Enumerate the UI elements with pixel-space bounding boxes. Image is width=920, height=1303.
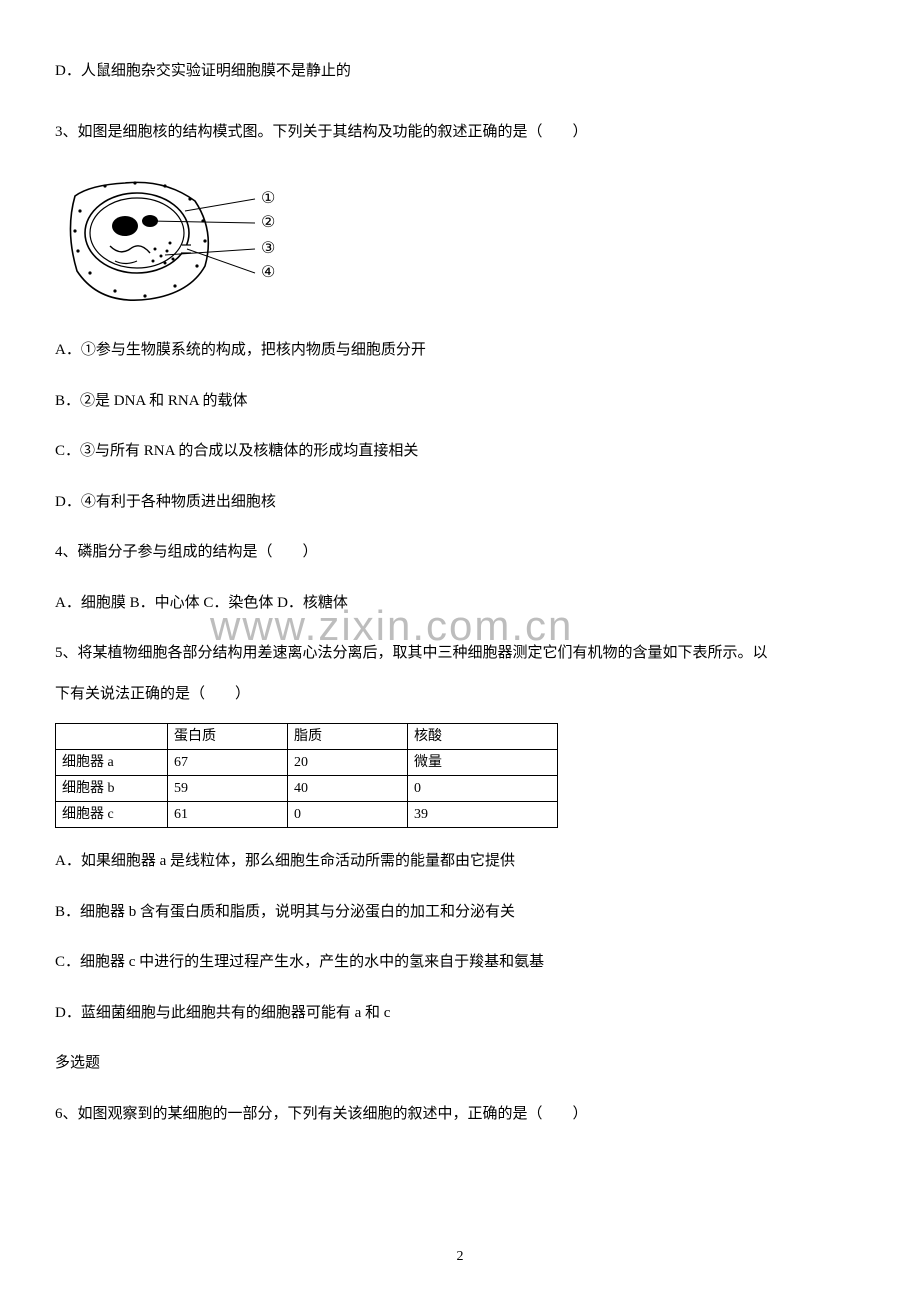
diagram-label-1: ① bbox=[261, 190, 275, 207]
q5-option-b: B．细胞器 b 含有蛋白质和脂质，说明其与分泌蛋白的加工和分泌有关 bbox=[55, 901, 865, 924]
page-number: 2 bbox=[0, 1246, 920, 1267]
q5-option-a: A．如果细胞器 a 是线粒体，那么细胞生命活动所需的能量都由它提供 bbox=[55, 850, 865, 873]
q4-stem: 4、磷脂分子参与组成的结构是（ ） bbox=[55, 541, 865, 564]
diagram-label-3: ③ bbox=[261, 240, 275, 257]
diagram-label-2: ② bbox=[261, 214, 275, 231]
table-cell: 39 bbox=[408, 802, 558, 828]
table-header-cell: 蛋白质 bbox=[168, 724, 288, 750]
q4-options: A．细胞膜 B．中心体 C．染色体 D．核糖体 bbox=[55, 592, 865, 615]
table-cell: 细胞器 a bbox=[56, 750, 168, 776]
table-header-cell bbox=[56, 724, 168, 750]
diagram-label-4: ④ bbox=[261, 264, 275, 281]
table-cell: 20 bbox=[288, 750, 408, 776]
table-cell: 0 bbox=[408, 776, 558, 802]
q2-option-d: D．人鼠细胞杂交实验证明细胞膜不是静止的 bbox=[55, 60, 865, 83]
table-cell: 40 bbox=[288, 776, 408, 802]
table-row: 细胞器 b 59 40 0 bbox=[56, 776, 558, 802]
q5-option-c: C．细胞器 c 中进行的生理过程产生水，产生的水中的氢来自于羧基和氨基 bbox=[55, 951, 865, 974]
table-cell: 67 bbox=[168, 750, 288, 776]
table-cell: 细胞器 c bbox=[56, 802, 168, 828]
table-header-cell: 核酸 bbox=[408, 724, 558, 750]
q5-stem-line1: 5、将某植物细胞各部分结构用差速离心法分离后，取其中三种细胞器测定它们有机物的含… bbox=[55, 642, 865, 665]
table-cell: 0 bbox=[288, 802, 408, 828]
q3-option-a: A．①参与生物膜系统的构成，把核内物质与细胞质分开 bbox=[55, 339, 865, 362]
table-header-row: 蛋白质 脂质 核酸 bbox=[56, 724, 558, 750]
table-cell: 61 bbox=[168, 802, 288, 828]
section-heading-multi: 多选题 bbox=[55, 1052, 865, 1075]
q3-option-d: D．④有利于各种物质进出细胞核 bbox=[55, 491, 865, 514]
organelle-table: 蛋白质 脂质 核酸 细胞器 a 67 20 微量 细胞器 b 59 40 0 细… bbox=[55, 723, 558, 828]
q3-stem: 3、如图是细胞核的结构模式图。下列关于其结构及功能的叙述正确的是（ ） bbox=[55, 121, 865, 144]
table-header-cell: 脂质 bbox=[288, 724, 408, 750]
nucleus-diagram: ① ② ③ ④ bbox=[55, 171, 295, 311]
q3-option-c: C．③与所有 RNA 的合成以及核糖体的形成均直接相关 bbox=[55, 440, 865, 463]
q5-stem-line2: 下有关说法正确的是（ ） bbox=[55, 683, 865, 706]
q3-option-b: B．②是 DNA 和 RNA 的载体 bbox=[55, 390, 865, 413]
table-cell: 微量 bbox=[408, 750, 558, 776]
table-cell: 59 bbox=[168, 776, 288, 802]
q6-stem: 6、如图观察到的某细胞的一部分，下列有关该细胞的叙述中，正确的是（ ） bbox=[55, 1103, 865, 1126]
table-cell: 细胞器 b bbox=[56, 776, 168, 802]
table-row: 细胞器 c 61 0 39 bbox=[56, 802, 558, 828]
q5-option-d: D．蓝细菌细胞与此细胞共有的细胞器可能有 a 和 c bbox=[55, 1002, 865, 1025]
table-row: 细胞器 a 67 20 微量 bbox=[56, 750, 558, 776]
